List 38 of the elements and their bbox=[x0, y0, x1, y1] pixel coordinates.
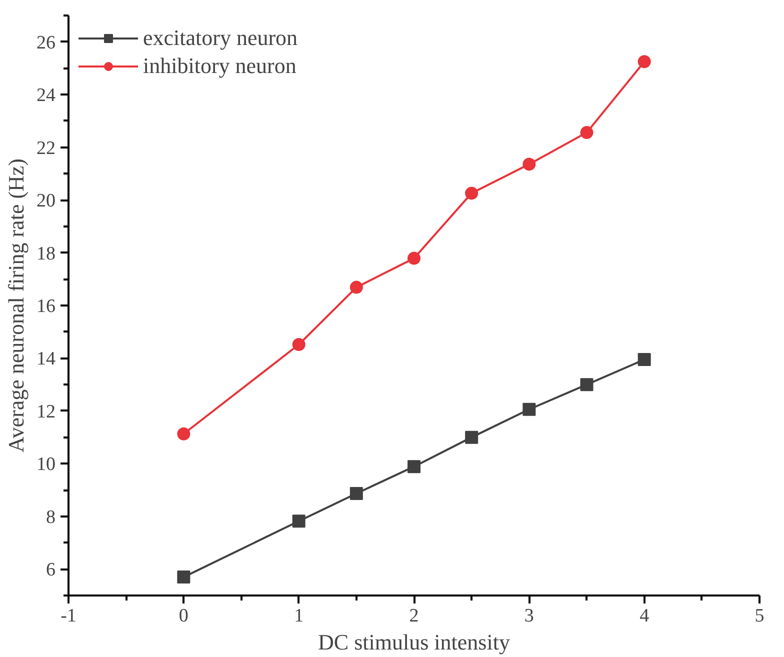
y-tick-label: 6 bbox=[46, 560, 56, 581]
y-tick-label: 14 bbox=[36, 348, 56, 370]
point bbox=[465, 186, 478, 200]
x-axis-title: DC stimulus intensity bbox=[318, 630, 510, 654]
point bbox=[292, 514, 306, 528]
y-axis-title: Average neuronal firing rate (Hz) bbox=[4, 158, 28, 452]
x-tick-label: 4 bbox=[640, 606, 650, 626]
point bbox=[522, 158, 536, 171]
point bbox=[522, 402, 536, 416]
point bbox=[350, 486, 363, 500]
y-tick-label: 8 bbox=[46, 506, 56, 528]
y-tick-label: 22 bbox=[36, 138, 56, 159]
point bbox=[580, 126, 594, 140]
legend-label: excitatory neuron bbox=[143, 25, 298, 51]
point bbox=[638, 353, 651, 366]
y-tick-label: 12 bbox=[36, 401, 56, 422]
point bbox=[350, 280, 363, 294]
x-tick-label: 3 bbox=[524, 606, 534, 626]
x-tick-label: 2 bbox=[409, 606, 419, 626]
point bbox=[292, 338, 306, 352]
point bbox=[580, 378, 594, 392]
x-tick-label: -1 bbox=[60, 606, 76, 626]
point bbox=[408, 460, 420, 474]
y-tick-label: 10 bbox=[36, 454, 56, 476]
y-tick-label: 16 bbox=[36, 296, 56, 317]
point bbox=[638, 55, 651, 68]
point bbox=[408, 252, 420, 265]
x-tick-label: 0 bbox=[178, 606, 188, 626]
point bbox=[177, 570, 190, 584]
legend-label: inhibitory neuron bbox=[143, 53, 296, 79]
x-tick-label: 1 bbox=[294, 606, 304, 626]
y-tick-label: 18 bbox=[36, 243, 56, 264]
y-tick-label: 26 bbox=[36, 32, 56, 54]
point bbox=[177, 427, 190, 440]
x-tick-label: 5 bbox=[754, 606, 764, 626]
point bbox=[465, 430, 478, 444]
y-tick-label: 24 bbox=[36, 85, 56, 106]
y-tick-label: 20 bbox=[36, 190, 56, 212]
